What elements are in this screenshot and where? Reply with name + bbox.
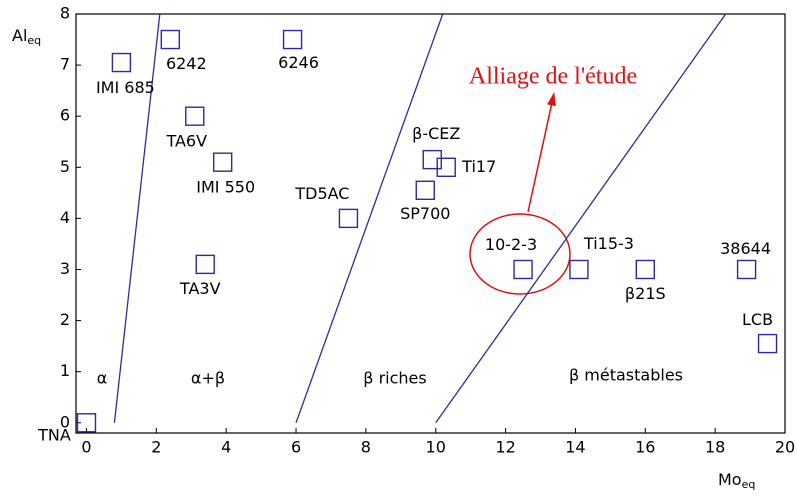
point-label: 6242 — [166, 54, 207, 73]
point-label: 10-2-3 — [485, 235, 537, 254]
point-label: TD5AC — [294, 184, 349, 203]
x-tick-label: 10 — [426, 438, 446, 457]
x-tick-label: 6 — [291, 438, 301, 457]
y-tick-label: 4 — [60, 208, 70, 227]
data-point — [513, 259, 533, 280]
y-axis-label: Aleq — [12, 26, 41, 48]
x-axis-label-sub: eq — [742, 478, 756, 491]
x-axis-label-main: Mo — [718, 470, 742, 489]
point-label: Ti15-3 — [583, 234, 634, 253]
y-tick-label: 7 — [60, 55, 70, 74]
annotation: Alliage de l'étude — [469, 64, 637, 90]
x-tick-label: 20 — [775, 438, 795, 457]
point-label: TA6V — [165, 132, 207, 151]
data-point — [736, 259, 757, 280]
annotation-arrow — [527, 92, 556, 213]
point-label: SP700 — [400, 204, 450, 223]
data-point — [111, 52, 132, 73]
point-label: Ti17 — [461, 157, 496, 176]
highlight-ellipse — [469, 213, 571, 295]
x-tick-label: 16 — [635, 438, 655, 457]
point-label: TA3V — [179, 279, 221, 298]
point-label: β-CEZ — [412, 124, 460, 143]
point-label: TNA — [37, 425, 71, 444]
data-point — [422, 149, 442, 170]
x-tick-label: 12 — [495, 438, 515, 457]
y-axis-label-main: Al — [12, 26, 27, 45]
y-tick-label: 0 — [60, 412, 70, 431]
boundary-line — [295, 14, 444, 423]
y-tick-label: 2 — [60, 310, 70, 329]
plot-frame — [75, 13, 786, 434]
y-tick-label: 3 — [60, 259, 70, 278]
x-tick-label: 14 — [565, 438, 585, 457]
boundary-line — [435, 14, 727, 424]
point-label: IMI 685 — [96, 78, 155, 97]
point-label: LCB — [742, 310, 773, 329]
data-point — [757, 333, 778, 354]
y-tick-label: 5 — [60, 157, 70, 176]
data-point — [195, 254, 215, 275]
x-axis-label: Moeq — [718, 470, 755, 492]
data-point — [212, 152, 233, 172]
region-label: β riches — [363, 369, 426, 388]
data-point — [415, 180, 435, 200]
y-tick-label: 6 — [60, 106, 70, 125]
point-label: β21S — [625, 284, 666, 303]
x-tick-label: 18 — [705, 438, 725, 457]
boundary-line — [113, 14, 161, 423]
data-point — [635, 259, 655, 280]
data-point — [76, 413, 97, 433]
region-label: α+β — [191, 369, 225, 388]
data-point — [569, 259, 589, 280]
y-tick-label: 1 — [60, 361, 70, 380]
y-tick-label: 8 — [60, 4, 70, 23]
x-tick-label: 8 — [361, 438, 371, 457]
x-tick-label: 2 — [151, 438, 161, 457]
point-label: IMI 550 — [196, 178, 255, 197]
data-point — [160, 29, 181, 50]
x-tick-label: 4 — [221, 438, 231, 457]
region-label: α — [97, 369, 108, 388]
data-point — [185, 106, 205, 126]
x-tick-label: 0 — [81, 438, 91, 457]
data-point — [338, 208, 359, 229]
point-label: 6246 — [278, 53, 319, 72]
point-label: 38644 — [720, 239, 771, 258]
y-axis-label-sub: eq — [27, 34, 41, 47]
region-label: β métastables — [569, 366, 683, 385]
data-point — [282, 29, 303, 50]
data-point — [436, 157, 456, 177]
